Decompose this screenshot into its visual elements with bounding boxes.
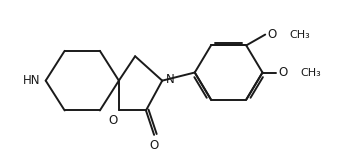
Text: N: N [166, 73, 174, 86]
Text: CH₃: CH₃ [290, 30, 310, 40]
Text: HN: HN [23, 74, 41, 87]
Text: CH₃: CH₃ [300, 68, 321, 78]
Text: O: O [278, 66, 288, 79]
Text: O: O [267, 28, 276, 41]
Text: O: O [149, 139, 159, 152]
Text: O: O [108, 114, 118, 127]
